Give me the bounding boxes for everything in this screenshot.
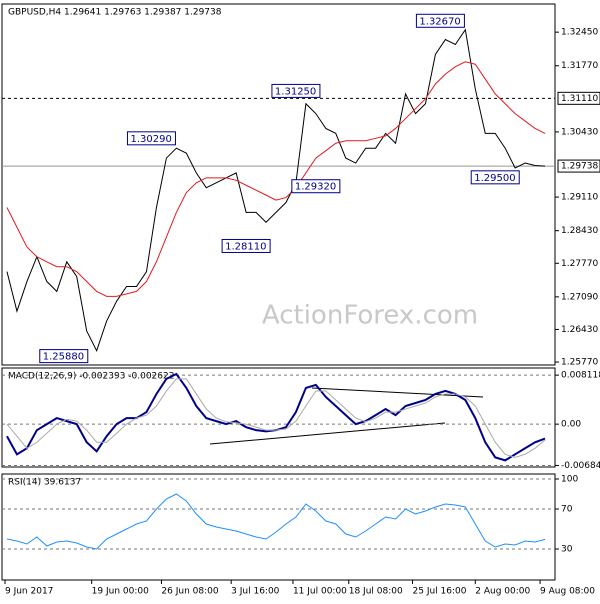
series-line bbox=[6, 372, 546, 462]
price-box bbox=[39, 349, 89, 364]
y-tick-label: 70 bbox=[561, 505, 573, 515]
y-tick-label: 1.32450 bbox=[561, 28, 598, 38]
trendline bbox=[209, 422, 446, 445]
y-tick-label: 1.27090 bbox=[561, 292, 598, 302]
y-tick-label: 1.26430 bbox=[561, 325, 598, 335]
panel-title: MACD(12,26,9) -0.002393 -0.002622 bbox=[8, 372, 174, 382]
trendline bbox=[311, 387, 484, 398]
series-line bbox=[6, 28, 546, 352]
y-tick-label: 1.27770 bbox=[561, 259, 598, 269]
x-tick-label: 19 Jun 00:00 bbox=[92, 587, 149, 597]
y-tick-label: 0.00 bbox=[561, 420, 581, 430]
x-tick-label: 2 Aug 00:00 bbox=[475, 587, 530, 597]
price-label: 1.31250 bbox=[275, 86, 316, 97]
price-label: 1.29500 bbox=[474, 173, 515, 184]
y-tick-label: 1.28430 bbox=[561, 226, 598, 236]
x-tick-label: 3 Jul 16:00 bbox=[231, 587, 280, 597]
y-tick-label: 30 bbox=[561, 545, 573, 555]
panel-title: GBPUSD,H4 1.29641 1.29763 1.29387 1.2973… bbox=[8, 8, 222, 18]
y-tick-label: 1.31770 bbox=[561, 61, 598, 71]
series-line bbox=[6, 61, 546, 297]
level-label: 1.31110 bbox=[561, 94, 598, 104]
y-tick-label: 1.25770 bbox=[561, 358, 598, 368]
series-line bbox=[6, 378, 546, 458]
price-label: 1.32670 bbox=[419, 16, 460, 27]
panel-frame bbox=[1, 367, 556, 468]
x-tick-label: 11 Jul 00:00 bbox=[293, 587, 347, 597]
level-label: 1.29738 bbox=[561, 162, 598, 172]
x-tick-label: 26 Jun 08:00 bbox=[161, 587, 218, 597]
y-tick-label: 0.008118 bbox=[561, 371, 600, 381]
series-line bbox=[6, 493, 546, 550]
price-box bbox=[291, 179, 341, 194]
price-box bbox=[126, 131, 176, 146]
panel-frame bbox=[1, 473, 556, 581]
price-box bbox=[415, 13, 465, 28]
watermark: ActionForex.com bbox=[262, 301, 478, 331]
y-tick-label: 1.30430 bbox=[561, 127, 598, 137]
y-tick-label: 1.29110 bbox=[561, 193, 598, 203]
x-tick-label: 18 Jul 08:00 bbox=[349, 587, 403, 597]
price-box bbox=[470, 170, 520, 185]
price-label: 1.25880 bbox=[43, 352, 84, 363]
price-box bbox=[221, 238, 271, 253]
level-box bbox=[557, 91, 600, 105]
x-tick-label: 25 Jul 16:00 bbox=[413, 587, 467, 597]
x-tick-label: 9 Aug 08:00 bbox=[540, 587, 595, 597]
level-box bbox=[557, 159, 600, 173]
y-tick-label: 100 bbox=[561, 475, 578, 485]
x-tick-label: 9 Jun 2017 bbox=[5, 587, 53, 597]
price-label: 1.29320 bbox=[295, 182, 336, 193]
y-tick-label: -0.006844 bbox=[561, 461, 600, 471]
price-box bbox=[271, 83, 321, 98]
panel-title: RSI(14) 39.6137 bbox=[8, 478, 81, 488]
panel-frame bbox=[1, 3, 556, 366]
price-label: 1.28110 bbox=[225, 241, 266, 252]
price-label: 1.30290 bbox=[130, 134, 171, 145]
